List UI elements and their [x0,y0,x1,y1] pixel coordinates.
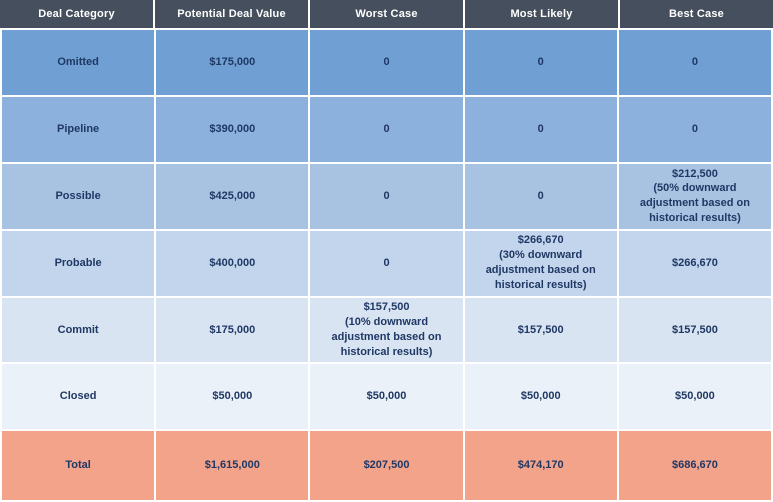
row-value-cell: $50,000 [464,364,617,430]
row-value-cell: $1,615,000 [156,431,309,501]
row-value-cell: 0 [310,230,463,296]
row-category-cell: Omitted [2,30,155,95]
table-header-row: Deal Category Potential Deal Value Worst… [0,0,773,28]
row-value-cell: $157,500 [618,297,772,363]
row-value-cell: $175,000 [156,30,309,95]
row-value-cell: $400,000 [156,230,309,296]
table-row: Probable $400,000 0 $266,670 (30% downward … [2,230,772,296]
row-value-cell: $50,000 [618,364,772,430]
row-category-cell: Probable [2,230,155,296]
row-value-cell: 0 [310,96,463,162]
row-value-cell: $50,000 [156,364,309,430]
row-value-cell: 0 [464,163,617,229]
column-header-worst-case: Worst Case [310,0,463,28]
row-category-cell: Possible [2,163,155,229]
row-value-cell: $686,670 [618,431,772,501]
row-value-cell: $175,000 [156,297,309,363]
table-body: Omitted $175,000 0 0 0 Pipeline $390,000 0 0 0 Pos… [0,30,773,502]
row-value-cell: 0 [618,96,772,162]
table-row: Possible $425,000 0 0 $212,500 (50% downward… [2,163,772,229]
table-row: Commit $175,000 $157,500 (10% downward adj… [2,297,772,363]
table-row: Omitted $175,000 0 0 0 [2,30,772,95]
row-value-cell: $212,500 (50% downward adjustment based … [618,163,772,229]
row-category-cell: Commit [2,297,155,363]
row-value-cell: $266,670 (30% downward adjustment based … [464,230,617,296]
column-header-deal-category: Deal Category [0,0,153,28]
table-row-total: Total $1,615,000 $207,500 $474,170 $686,670 [2,431,772,501]
row-value-cell: $390,000 [156,96,309,162]
row-category-cell: Closed [2,364,155,430]
column-header-most-likely: Most Likely [465,0,618,28]
table-row: Closed $50,000 $50,000 $50,000 $50,000 [2,364,772,430]
row-category-cell: Total [2,431,155,501]
row-value-cell: 0 [464,96,617,162]
row-value-cell: 0 [618,30,772,95]
column-header-potential-deal-value: Potential Deal Value [155,0,308,28]
row-value-cell: 0 [310,30,463,95]
row-value-cell: $50,000 [310,364,463,430]
table-row: Pipeline $390,000 0 0 0 [2,96,772,162]
row-category-cell: Pipeline [2,96,155,162]
row-value-cell: $266,670 [618,230,772,296]
row-value-cell: $207,500 [310,431,463,501]
row-value-cell: 0 [464,30,617,95]
row-value-cell: $425,000 [156,163,309,229]
row-value-cell: $157,500 (10% downward adjustment based … [310,297,463,363]
row-value-cell: 0 [310,163,463,229]
column-header-best-case: Best Case [620,0,773,28]
row-value-cell: $474,170 [464,431,617,501]
row-value-cell: $157,500 [464,297,617,363]
